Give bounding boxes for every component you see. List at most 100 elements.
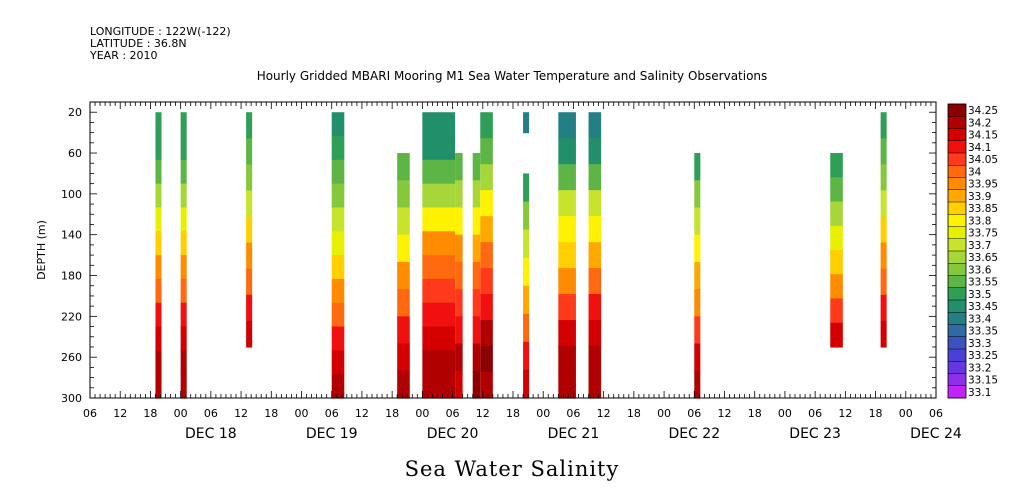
colorbar-label: 34.2: [968, 117, 991, 129]
colorbar-swatch: [948, 128, 966, 142]
salinity-cell: [588, 346, 602, 373]
salinity-cell: [480, 216, 493, 243]
y-tick-label: 60: [68, 147, 82, 160]
colorbar-swatch: [948, 153, 966, 166]
salinity-cell: [523, 369, 530, 399]
x-tick-label: 06: [808, 407, 822, 420]
salinity-cell: [588, 372, 602, 399]
salinity-profile: [588, 112, 602, 399]
salinity-cell: [880, 320, 887, 348]
salinity-cell: [523, 173, 530, 203]
x-tick-label: 12: [355, 407, 369, 420]
y-tick-label: 100: [61, 188, 82, 201]
salinity-cell: [472, 153, 481, 181]
colorbar-swatch: [948, 116, 966, 129]
salinity-cell: [397, 153, 410, 181]
salinity-cell: [155, 136, 162, 161]
colorbar-label: 33.2: [968, 362, 991, 374]
colorbar-label: 34.1: [968, 142, 991, 154]
x-tick-label: 12: [718, 407, 732, 420]
salinity-cell: [180, 183, 187, 209]
salinity-cell: [246, 138, 253, 165]
salinity-cell: [523, 229, 530, 259]
salinity-cell: [480, 138, 493, 165]
colorbar-label: 33.25: [968, 350, 998, 362]
x-tick-label: 00: [899, 407, 913, 420]
salinity-cell: [558, 346, 576, 373]
salinity-cell: [830, 274, 843, 300]
salinity-cell: [472, 289, 481, 317]
x-tick-label: 18: [385, 407, 399, 420]
colorbar-swatch: [948, 287, 966, 301]
colorbar-swatch: [948, 385, 966, 399]
salinity-cell: [422, 231, 456, 256]
salinity-cell: [180, 374, 187, 399]
salinity-cell: [558, 190, 576, 217]
colorbar-label: 34.25: [968, 105, 998, 117]
salinity-profile: [523, 112, 530, 134]
x-day-label: DEC 20: [427, 426, 479, 442]
y-tick-label: 180: [61, 270, 82, 283]
salinity-cell: [331, 159, 345, 185]
salinity-cell: [397, 343, 410, 372]
salinity-cell: [480, 320, 493, 347]
colorbar-frame: [947, 103, 967, 399]
colorbar-label: 33.45: [968, 301, 998, 313]
salinity-cell: [422, 255, 456, 280]
salinity-cell: [455, 207, 463, 236]
salinity-cell: [397, 207, 410, 236]
longitude-label: LONGITUDE : 122W(-122): [90, 25, 231, 38]
colorbar-swatch: [948, 140, 966, 154]
salinity-cell: [830, 250, 843, 275]
salinity-cell: [180, 255, 187, 280]
salinity-cell: [246, 112, 253, 139]
plot-frame: [89, 101, 937, 399]
year-label: YEAR : 2010: [89, 49, 158, 62]
salinity-cell: [455, 153, 463, 181]
salinity-cell: [155, 278, 162, 304]
colorbar-label: 34: [968, 166, 982, 178]
salinity-cell: [155, 231, 162, 256]
y-axis-label: DEPTH (m): [35, 220, 48, 280]
x-tick-label: 18: [264, 407, 278, 420]
x-day-label: DEC 23: [789, 426, 841, 442]
x-tick-label: 06: [566, 407, 580, 420]
salinity-cell: [588, 164, 602, 191]
colorbar-swatch: [948, 214, 966, 227]
colorbar-swatch: [948, 251, 966, 264]
colorbar-label: 33.85: [968, 203, 998, 215]
salinity-profile: [830, 153, 843, 348]
salinity-cell: [455, 289, 463, 317]
salinity-profile: [455, 153, 463, 399]
salinity-cell: [422, 183, 456, 209]
x-tick-label: 12: [113, 407, 127, 420]
salinity-cell: [455, 180, 463, 209]
salinity-profile: [523, 173, 530, 399]
salinity-cell: [246, 164, 253, 192]
colorbar-label: 33.7: [968, 240, 991, 252]
x-tick-label: 00: [295, 407, 309, 420]
salinity-cell: [523, 341, 530, 371]
salinity-cell: [558, 268, 576, 295]
salinity-profile: [694, 153, 701, 399]
salinity-cell: [331, 255, 345, 280]
salinity-cell: [694, 261, 701, 290]
colorbar-swatch: [948, 226, 966, 240]
salinity-cell: [880, 138, 887, 165]
colorbar-swatch: [948, 189, 966, 203]
x-tick-label: 12: [234, 407, 248, 420]
x-tick-label: 00: [174, 407, 188, 420]
colorbar-swatch: [948, 177, 966, 191]
colorbar: 34.2534.234.1534.134.053433.9533.933.853…: [947, 103, 998, 399]
salinity-cell: [246, 242, 253, 270]
salinity-cell: [472, 234, 481, 263]
colorbar-label: 33.55: [968, 277, 998, 289]
colorbar-label: 33.4: [968, 313, 992, 325]
salinity-cell: [397, 289, 410, 317]
salinity-cell: [880, 216, 887, 244]
salinity-cell: [422, 326, 456, 351]
salinity-cell: [480, 372, 493, 399]
salinity-profile: [480, 112, 493, 399]
salinity-cell: [558, 320, 576, 347]
